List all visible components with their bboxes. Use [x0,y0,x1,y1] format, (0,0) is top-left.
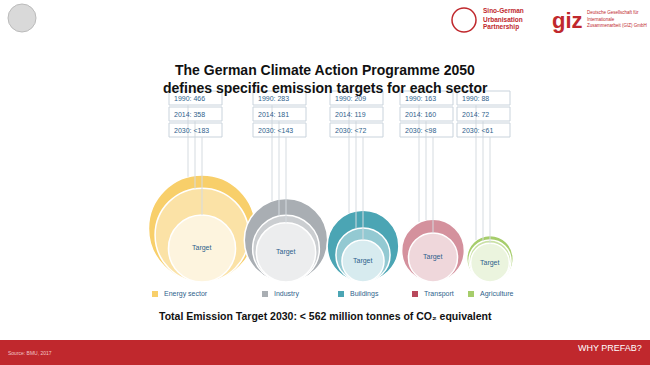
svg-text:Buildings: Buildings [350,290,379,298]
svg-text:Partnership: Partnership [483,23,519,31]
svg-text:2030: <72: 2030: <72 [335,127,366,134]
svg-text:1990: 209: 1990: 209 [335,95,366,102]
svg-text:Energy sector: Energy sector [164,290,208,298]
svg-text:WHY PREFAB?: WHY PREFAB? [578,343,642,353]
svg-text:Transport: Transport [424,290,454,298]
svg-text:1990: 466: 1990: 466 [174,95,205,102]
svg-text:2014: 160: 2014: 160 [405,111,436,118]
svg-text:defines specific emission targ: defines specific emission targets for ea… [163,80,488,96]
svg-text:Total Emission Target 2030: <: Total Emission Target 2030: < 562 millio… [159,310,492,322]
svg-text:2014: 119: 2014: 119 [335,111,366,118]
svg-text:Sino-German: Sino-German [483,7,524,14]
svg-text:Agriculture: Agriculture [480,290,514,298]
svg-text:2014: 358: 2014: 358 [174,111,205,118]
svg-text:The German Climate Action Prog: The German Climate Action Programme 2050 [175,62,475,78]
svg-text:giz: giz [552,8,583,33]
svg-text:Target: Target [480,259,500,267]
svg-text:Target: Target [276,248,296,256]
svg-text:Target: Target [353,257,373,265]
svg-text:1990: 88: 1990: 88 [462,95,489,102]
svg-text:1990: 283: 1990: 283 [258,95,289,102]
svg-text:2014: 181: 2014: 181 [258,111,289,118]
svg-text:Target: Target [423,253,443,261]
svg-text:2030: <61: 2030: <61 [462,127,493,134]
svg-text:1990: 163: 1990: 163 [405,95,436,102]
svg-text:2030: <183: 2030: <183 [174,127,209,134]
svg-text:Internationale: Internationale [587,17,615,22]
svg-text:2030: <143: 2030: <143 [258,127,293,134]
svg-text:Zusammenarbeit (GIZ) GmbH: Zusammenarbeit (GIZ) GmbH [587,23,647,28]
svg-text:Target: Target [192,244,212,252]
svg-text:Deutsche Gesellschaft für: Deutsche Gesellschaft für [587,10,639,15]
svg-text:Industry: Industry [274,290,299,298]
svg-text:Source: BMU, 2017: Source: BMU, 2017 [8,350,52,356]
svg-text:2030: <98: 2030: <98 [405,127,436,134]
svg-text:Urbanisation: Urbanisation [483,16,523,23]
svg-text:2014: 72: 2014: 72 [462,111,489,118]
